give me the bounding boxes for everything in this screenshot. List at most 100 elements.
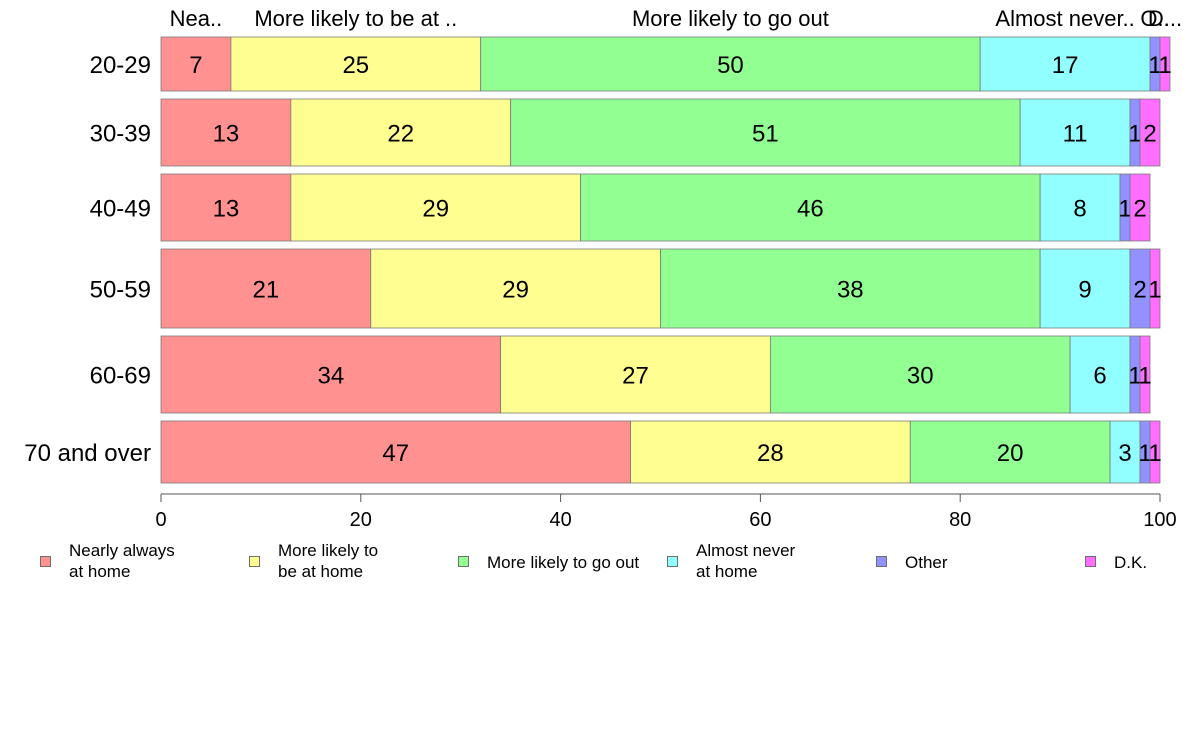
data-label: 1 xyxy=(1128,363,1141,390)
data-label: 1 xyxy=(1158,52,1171,79)
data-label: 17 xyxy=(1052,52,1079,79)
bar-segment xyxy=(160,420,631,484)
data-label: 47 xyxy=(382,440,409,467)
column-header: O.. xyxy=(1140,6,1169,31)
data-label: 6 xyxy=(1093,363,1106,390)
legend-item: Other xyxy=(876,540,948,573)
bar-segment xyxy=(979,36,1151,92)
legend: Nearly always at home More likely to be a… xyxy=(0,540,1188,590)
data-label: 28 xyxy=(757,440,784,467)
data-label: 1 xyxy=(1118,196,1131,223)
legend-item: D.K. xyxy=(1085,540,1147,573)
bar-segment xyxy=(580,173,1041,242)
data-label: 51 xyxy=(752,121,779,148)
x-tick-label: 100 xyxy=(1143,509,1176,531)
bar-segment xyxy=(500,335,771,414)
data-label: 21 xyxy=(253,277,280,304)
bar-segment xyxy=(1109,420,1141,484)
legend-swatch xyxy=(249,556,260,567)
legend-label: Almost never at home xyxy=(696,541,796,581)
x-tick-label: 20 xyxy=(350,509,372,531)
x-tick-label: 0 xyxy=(155,509,166,531)
legend-swatch xyxy=(1085,556,1096,567)
legend-label: More likely to go out xyxy=(487,553,640,572)
legend-label: Nearly always at home xyxy=(69,541,175,581)
data-label: 7 xyxy=(189,52,202,79)
bar-segment xyxy=(160,248,372,329)
category-label: 60-69 xyxy=(90,363,151,390)
legend-item: Almost never at home xyxy=(667,540,795,582)
data-label: 46 xyxy=(797,196,824,223)
bar-segment xyxy=(1159,36,1171,92)
column-header: More likely to be at .. xyxy=(254,6,457,31)
bar-segment xyxy=(160,36,232,92)
bar-segment xyxy=(290,98,512,167)
column-header: More likely to go out xyxy=(632,6,829,31)
data-label: 27 xyxy=(622,363,649,390)
bar-segment xyxy=(480,36,981,92)
data-label: 22 xyxy=(387,121,414,148)
data-label: 1 xyxy=(1138,363,1151,390)
x-tick-label: 40 xyxy=(549,509,571,531)
bar-segment xyxy=(1139,335,1151,414)
data-label: 29 xyxy=(422,196,449,223)
legend-label: D.K. xyxy=(1114,553,1148,572)
bar-segment xyxy=(1019,98,1131,167)
legend-item: Nearly always at home xyxy=(40,540,175,582)
data-label: 1 xyxy=(1148,52,1161,79)
data-label: 2 xyxy=(1133,196,1146,223)
category-label: 30-39 xyxy=(90,121,151,148)
bar-segment xyxy=(769,335,1071,414)
legend-label: Other xyxy=(905,553,948,572)
column-header: Nea.. xyxy=(170,6,223,31)
legend-item: More likely to be at home xyxy=(249,540,378,582)
legend-item: More likely to go out xyxy=(458,540,639,573)
bar-segment xyxy=(1149,420,1161,484)
legend-swatch xyxy=(40,556,51,567)
data-label: 9 xyxy=(1078,277,1091,304)
data-label: 2 xyxy=(1143,121,1156,148)
legend-swatch xyxy=(667,556,678,567)
category-label: 50-59 xyxy=(90,277,151,304)
bar-segment xyxy=(230,36,482,92)
bar-segment xyxy=(510,98,1021,167)
x-tick-label: 60 xyxy=(749,509,771,531)
bar-segment xyxy=(370,248,661,329)
bar-segment xyxy=(1129,173,1151,242)
data-label: 1 xyxy=(1128,121,1141,148)
data-label: 30 xyxy=(907,363,934,390)
bar-segment xyxy=(630,420,911,484)
data-label: 50 xyxy=(717,52,744,79)
data-label: 11 xyxy=(1063,121,1088,148)
category-label: 40-49 xyxy=(90,196,151,223)
legend-swatch xyxy=(876,556,887,567)
data-label: 2 xyxy=(1133,277,1146,304)
data-label: 38 xyxy=(837,277,864,304)
data-label: 1 xyxy=(1138,440,1151,467)
legend-swatch xyxy=(458,556,469,567)
bar-segment xyxy=(1039,248,1131,329)
legend-label: More likely to be at home xyxy=(278,541,379,581)
bar-segment xyxy=(1039,173,1121,242)
column-header: D... xyxy=(1148,6,1182,31)
data-label: 20 xyxy=(997,440,1024,467)
bar-segment xyxy=(1149,248,1161,329)
bar-segment xyxy=(660,248,1041,329)
data-label: 8 xyxy=(1073,196,1086,223)
column-header: Almost never.. xyxy=(995,6,1134,31)
data-label: 13 xyxy=(213,196,240,223)
x-tick-label: 80 xyxy=(949,509,971,531)
bar-segment xyxy=(160,173,292,242)
category-label: 20-29 xyxy=(90,52,151,79)
data-label: 25 xyxy=(342,52,369,79)
column-headers: Nea.. More likely to be at .. More likely … xyxy=(170,6,1182,31)
data-label: 1 xyxy=(1148,277,1161,304)
data-label: 1 xyxy=(1148,440,1161,467)
bar-segment xyxy=(1069,335,1131,414)
category-label: 70 and over xyxy=(24,440,151,467)
bar-segment xyxy=(290,173,581,242)
data-label: 29 xyxy=(502,277,529,304)
bar-segment xyxy=(1139,98,1161,167)
data-label: 13 xyxy=(213,121,240,148)
